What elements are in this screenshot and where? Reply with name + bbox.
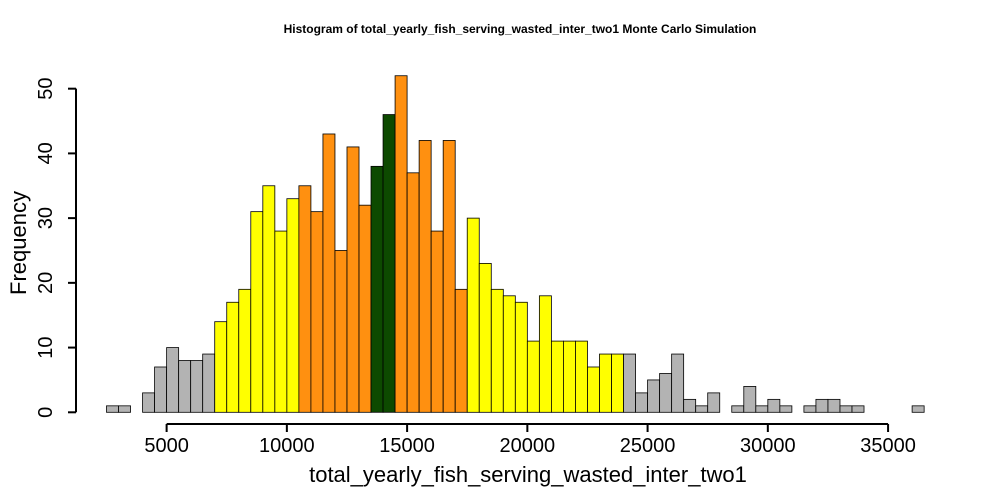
histogram-bar [683, 398, 697, 413]
histogram-bar [575, 340, 588, 413]
x-tick-label: 35000 [860, 435, 916, 457]
histogram-bar [442, 140, 456, 413]
histogram-bar [178, 360, 192, 413]
y-tick-label: 30 [35, 207, 57, 229]
histogram-bar [707, 392, 721, 413]
histogram-bar [358, 204, 372, 413]
histogram-bar [394, 75, 408, 413]
histogram-bar [526, 340, 540, 413]
histogram-bar [502, 295, 516, 413]
y-axis: 0 10 20 30 40 50 [35, 78, 77, 418]
y-axis-title: Frequency [6, 191, 31, 295]
histogram-bar [695, 405, 709, 413]
histogram-bar [406, 172, 420, 413]
y-tick-label: 0 [35, 407, 57, 418]
histogram-bar [454, 288, 468, 413]
histogram-bar [226, 301, 240, 413]
histogram-bar [466, 217, 480, 413]
histogram-bar [851, 405, 865, 413]
histogram-bar [274, 230, 288, 413]
bars-group [106, 75, 925, 413]
histogram-bar [659, 373, 673, 413]
histogram-bar [911, 405, 925, 413]
x-tick-label: 10000 [259, 435, 315, 457]
x-axis-title: total_yearly_fish_serving_wasted_inter_t… [309, 462, 747, 487]
histogram-bar [298, 185, 312, 413]
histogram-bar [238, 288, 252, 413]
histogram-bar [286, 198, 300, 413]
histogram-bar [815, 398, 829, 413]
histogram-bar [538, 295, 552, 413]
histogram-bar [154, 366, 168, 413]
histogram-bar [322, 133, 336, 413]
histogram-bar [599, 353, 612, 413]
histogram-bar [490, 288, 504, 413]
histogram-bar [755, 405, 769, 413]
histogram-bar [418, 140, 432, 413]
y-tick-label: 20 [35, 272, 57, 294]
x-tick-label: 25000 [620, 435, 676, 457]
x-tick-label: 30000 [740, 435, 796, 457]
x-tick-label: 15000 [379, 435, 435, 457]
histogram-bar [214, 321, 228, 413]
histogram-bar [743, 386, 757, 413]
histogram-bar [142, 392, 155, 413]
histogram-bar [647, 379, 661, 413]
histogram-bar [370, 165, 384, 413]
histogram-bar [563, 340, 576, 413]
histogram-bar [166, 347, 180, 413]
histogram-bar [671, 353, 685, 413]
histogram-bar [635, 392, 648, 413]
x-tick-label: 20000 [500, 435, 556, 457]
histogram-bar [803, 405, 817, 413]
histogram-bar [382, 114, 396, 413]
histogram-bar [478, 263, 492, 413]
histogram-bar [262, 185, 276, 413]
histogram-bar [430, 230, 444, 413]
histogram-bar [623, 353, 636, 413]
histogram-bar [551, 340, 564, 413]
histogram-bar [767, 398, 781, 413]
y-tick-label: 40 [35, 142, 57, 164]
histogram-bar [118, 405, 131, 413]
histogram-bar [334, 250, 348, 413]
histogram-bar [346, 146, 360, 413]
x-axis: 5000 10000 15000 20000 25000 30000 35000 [144, 423, 916, 457]
histogram-bar [202, 353, 216, 413]
histogram-bar [310, 211, 324, 413]
histogram-bar [250, 211, 264, 413]
y-tick-label: 10 [35, 336, 57, 358]
chart-title: Histogram of total_yearly_fish_serving_w… [283, 22, 757, 36]
histogram-bar [106, 405, 119, 413]
x-tick-label: 5000 [144, 435, 189, 457]
histogram-bar [827, 398, 841, 413]
histogram-bar [731, 405, 745, 413]
histogram-bar [514, 301, 528, 413]
histogram-bar [839, 405, 853, 413]
y-tick-label: 50 [35, 78, 57, 100]
histogram-bar [587, 366, 600, 413]
histogram-bar [779, 405, 793, 413]
histogram-bar [190, 360, 204, 413]
histogram-bar [611, 353, 624, 413]
